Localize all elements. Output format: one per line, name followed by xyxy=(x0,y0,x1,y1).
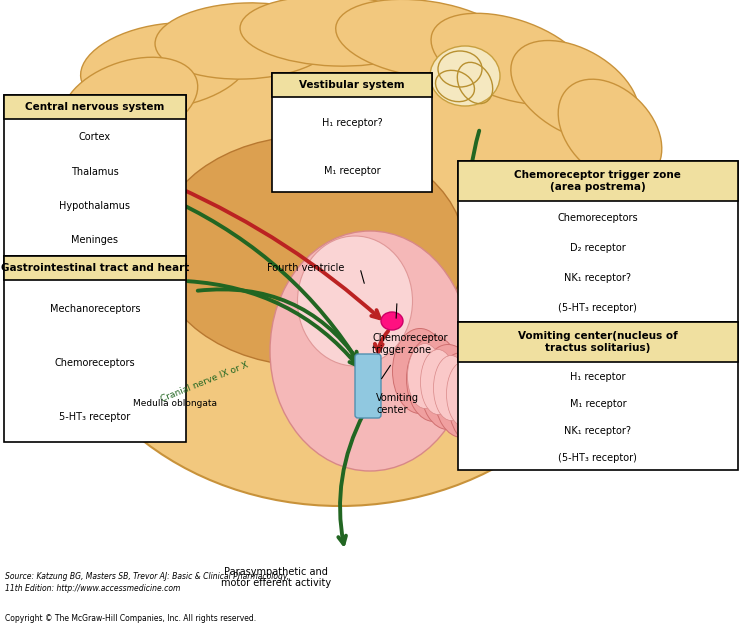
Text: Mechanoreceptors: Mechanoreceptors xyxy=(50,304,140,314)
Ellipse shape xyxy=(431,13,589,105)
Ellipse shape xyxy=(407,336,461,422)
Ellipse shape xyxy=(393,329,448,413)
Ellipse shape xyxy=(408,343,443,408)
FancyArrowPatch shape xyxy=(177,202,361,367)
Text: Cortex: Cortex xyxy=(79,133,111,143)
Text: H₁ receptor?: H₁ receptor? xyxy=(322,118,382,128)
Ellipse shape xyxy=(434,353,489,437)
Text: Central nervous system: Central nervous system xyxy=(25,102,165,112)
FancyArrowPatch shape xyxy=(177,187,380,318)
FancyArrowPatch shape xyxy=(197,290,358,360)
Ellipse shape xyxy=(240,0,430,66)
Text: Copyright © The McGraw-Hill Companies, Inc. All rights reserved.: Copyright © The McGraw-Hill Companies, I… xyxy=(5,614,256,623)
Text: Chemoreceptors: Chemoreceptors xyxy=(54,358,136,369)
Text: Gastrointestinal tract and heart: Gastrointestinal tract and heart xyxy=(1,262,189,273)
FancyBboxPatch shape xyxy=(355,354,381,418)
Bar xyxy=(458,161,738,201)
Ellipse shape xyxy=(336,0,514,79)
Ellipse shape xyxy=(155,136,465,366)
Ellipse shape xyxy=(420,350,455,415)
Ellipse shape xyxy=(381,312,403,330)
Text: Vomiting
center: Vomiting center xyxy=(376,393,419,415)
Ellipse shape xyxy=(50,359,66,387)
Ellipse shape xyxy=(59,380,87,402)
Ellipse shape xyxy=(86,378,154,434)
Bar xyxy=(4,95,186,256)
Text: Thalamus: Thalamus xyxy=(71,167,119,177)
Text: Meninges: Meninges xyxy=(72,235,118,245)
Ellipse shape xyxy=(463,369,518,454)
Text: D₂ receptor: D₂ receptor xyxy=(570,243,626,253)
Text: M₁ receptor: M₁ receptor xyxy=(569,399,627,409)
Bar xyxy=(458,161,738,322)
Text: Hypothalamus: Hypothalamus xyxy=(60,201,130,211)
Ellipse shape xyxy=(43,380,71,402)
Bar xyxy=(4,256,186,280)
Text: 5-HT₃ receptor: 5-HT₃ receptor xyxy=(60,413,130,422)
Text: Cranial nerve IX or X: Cranial nerve IX or X xyxy=(159,360,250,403)
Ellipse shape xyxy=(430,46,500,106)
Text: H₁ receptor: H₁ receptor xyxy=(570,372,626,382)
Ellipse shape xyxy=(297,236,413,366)
Bar xyxy=(4,256,186,442)
FancyArrowPatch shape xyxy=(188,281,358,365)
Text: (5-HT₃ receptor): (5-HT₃ receptor) xyxy=(559,304,637,313)
Ellipse shape xyxy=(50,163,160,249)
Text: Chemoreceptor
trigger zone: Chemoreceptor trigger zone xyxy=(372,333,448,355)
Ellipse shape xyxy=(50,387,80,415)
Text: Source: Katzung BG, Masters SB, Trevor AJ: Basic & Clinical Pharmacology,
11th E: Source: Katzung BG, Masters SB, Trevor A… xyxy=(5,572,289,593)
FancyArrowPatch shape xyxy=(338,413,364,544)
Bar xyxy=(4,95,186,119)
Text: Vestibular system: Vestibular system xyxy=(299,80,405,90)
Text: Chemoreceptors: Chemoreceptors xyxy=(557,213,638,223)
Bar xyxy=(272,73,432,192)
Ellipse shape xyxy=(93,389,142,428)
Bar xyxy=(458,322,738,362)
Text: M₁ receptor: M₁ receptor xyxy=(323,166,381,176)
Text: NK₁ receptor?: NK₁ receptor? xyxy=(565,426,631,436)
Ellipse shape xyxy=(446,362,481,427)
Text: Medulla oblongata: Medulla oblongata xyxy=(133,399,217,408)
Ellipse shape xyxy=(155,3,335,79)
Ellipse shape xyxy=(50,16,630,506)
Text: Fourth ventricle: Fourth ventricle xyxy=(267,263,344,273)
Ellipse shape xyxy=(64,359,80,387)
Ellipse shape xyxy=(460,367,495,432)
Text: Chemoreceptor trigger zone
(area postrema): Chemoreceptor trigger zone (area postrem… xyxy=(515,170,681,192)
Text: (5-HT₃ receptor): (5-HT₃ receptor) xyxy=(559,453,637,463)
Ellipse shape xyxy=(434,355,469,420)
Text: NK₁ receptor?: NK₁ receptor? xyxy=(565,273,631,283)
FancyArrowPatch shape xyxy=(469,131,488,300)
Ellipse shape xyxy=(558,80,662,183)
Ellipse shape xyxy=(477,377,531,461)
Ellipse shape xyxy=(270,231,470,471)
Ellipse shape xyxy=(420,345,475,430)
Bar xyxy=(272,73,432,97)
Bar xyxy=(458,322,738,470)
Text: Vomiting center(nucleus of
tractus solitarius): Vomiting center(nucleus of tractus solit… xyxy=(518,331,678,353)
Ellipse shape xyxy=(80,23,250,109)
Ellipse shape xyxy=(448,360,504,445)
Ellipse shape xyxy=(511,40,639,141)
FancyArrowPatch shape xyxy=(375,331,388,352)
Ellipse shape xyxy=(49,109,171,197)
Ellipse shape xyxy=(63,57,197,144)
Text: Parasympathetic and
motor efferent activity: Parasympathetic and motor efferent activ… xyxy=(221,567,331,588)
